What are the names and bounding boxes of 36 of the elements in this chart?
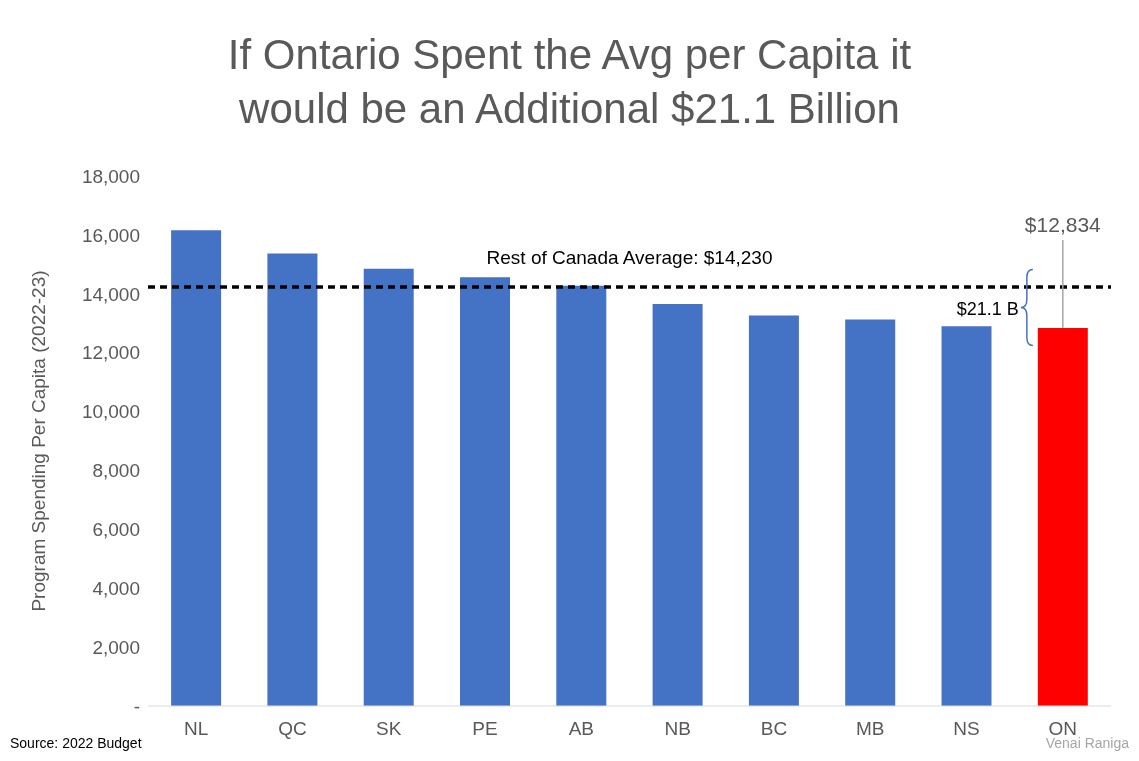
bar: [460, 277, 511, 706]
bar: [845, 319, 896, 706]
bar: [1037, 328, 1088, 706]
y-tick-label: 4,000: [92, 577, 140, 599]
y-axis-title: Program Spending Per Capita (2022-23): [27, 270, 49, 612]
y-tick-label: 16,000: [81, 224, 140, 246]
bar: [652, 304, 703, 706]
y-tick-label: 6,000: [92, 519, 140, 541]
annotation: $21.1 B: [956, 298, 1019, 319]
y-tick-label: 10,000: [81, 401, 140, 423]
bar: [171, 230, 222, 706]
x-tick-label: MB: [856, 718, 885, 740]
bar: [941, 326, 992, 706]
x-tick-label: NB: [664, 718, 691, 740]
bar: [556, 285, 607, 706]
y-tick-label: 12,000: [81, 342, 140, 364]
x-tick-label: NL: [184, 718, 209, 740]
bar: [267, 253, 318, 706]
bar: [748, 315, 799, 706]
bar: [363, 268, 414, 706]
y-tick-label: 18,000: [81, 165, 140, 187]
x-tick-label: NS: [953, 718, 980, 740]
ref-line-label: Rest of Canada Average: $14,230: [486, 247, 773, 269]
x-tick-label: AB: [568, 718, 595, 740]
y-tick-label: 14,000: [81, 283, 140, 305]
x-tick-label: SK: [376, 718, 402, 740]
y-tick-label: 2,000: [92, 636, 140, 658]
data-label: $12,834: [1024, 213, 1102, 237]
y-tick-label: -: [133, 695, 140, 717]
x-tick-label: BC: [760, 718, 788, 740]
y-tick-label: 8,000: [92, 460, 140, 482]
x-tick-label: QC: [278, 718, 307, 740]
text: Venai Raniga: [1045, 735, 1129, 751]
source-note: Source: 2022 Budget: [10, 735, 142, 751]
chart-title: If Ontario Spent the Avg per Capita it would be an Additional $21.1 Billion: [226, 30, 913, 134]
x-tick-label: PE: [472, 718, 498, 740]
